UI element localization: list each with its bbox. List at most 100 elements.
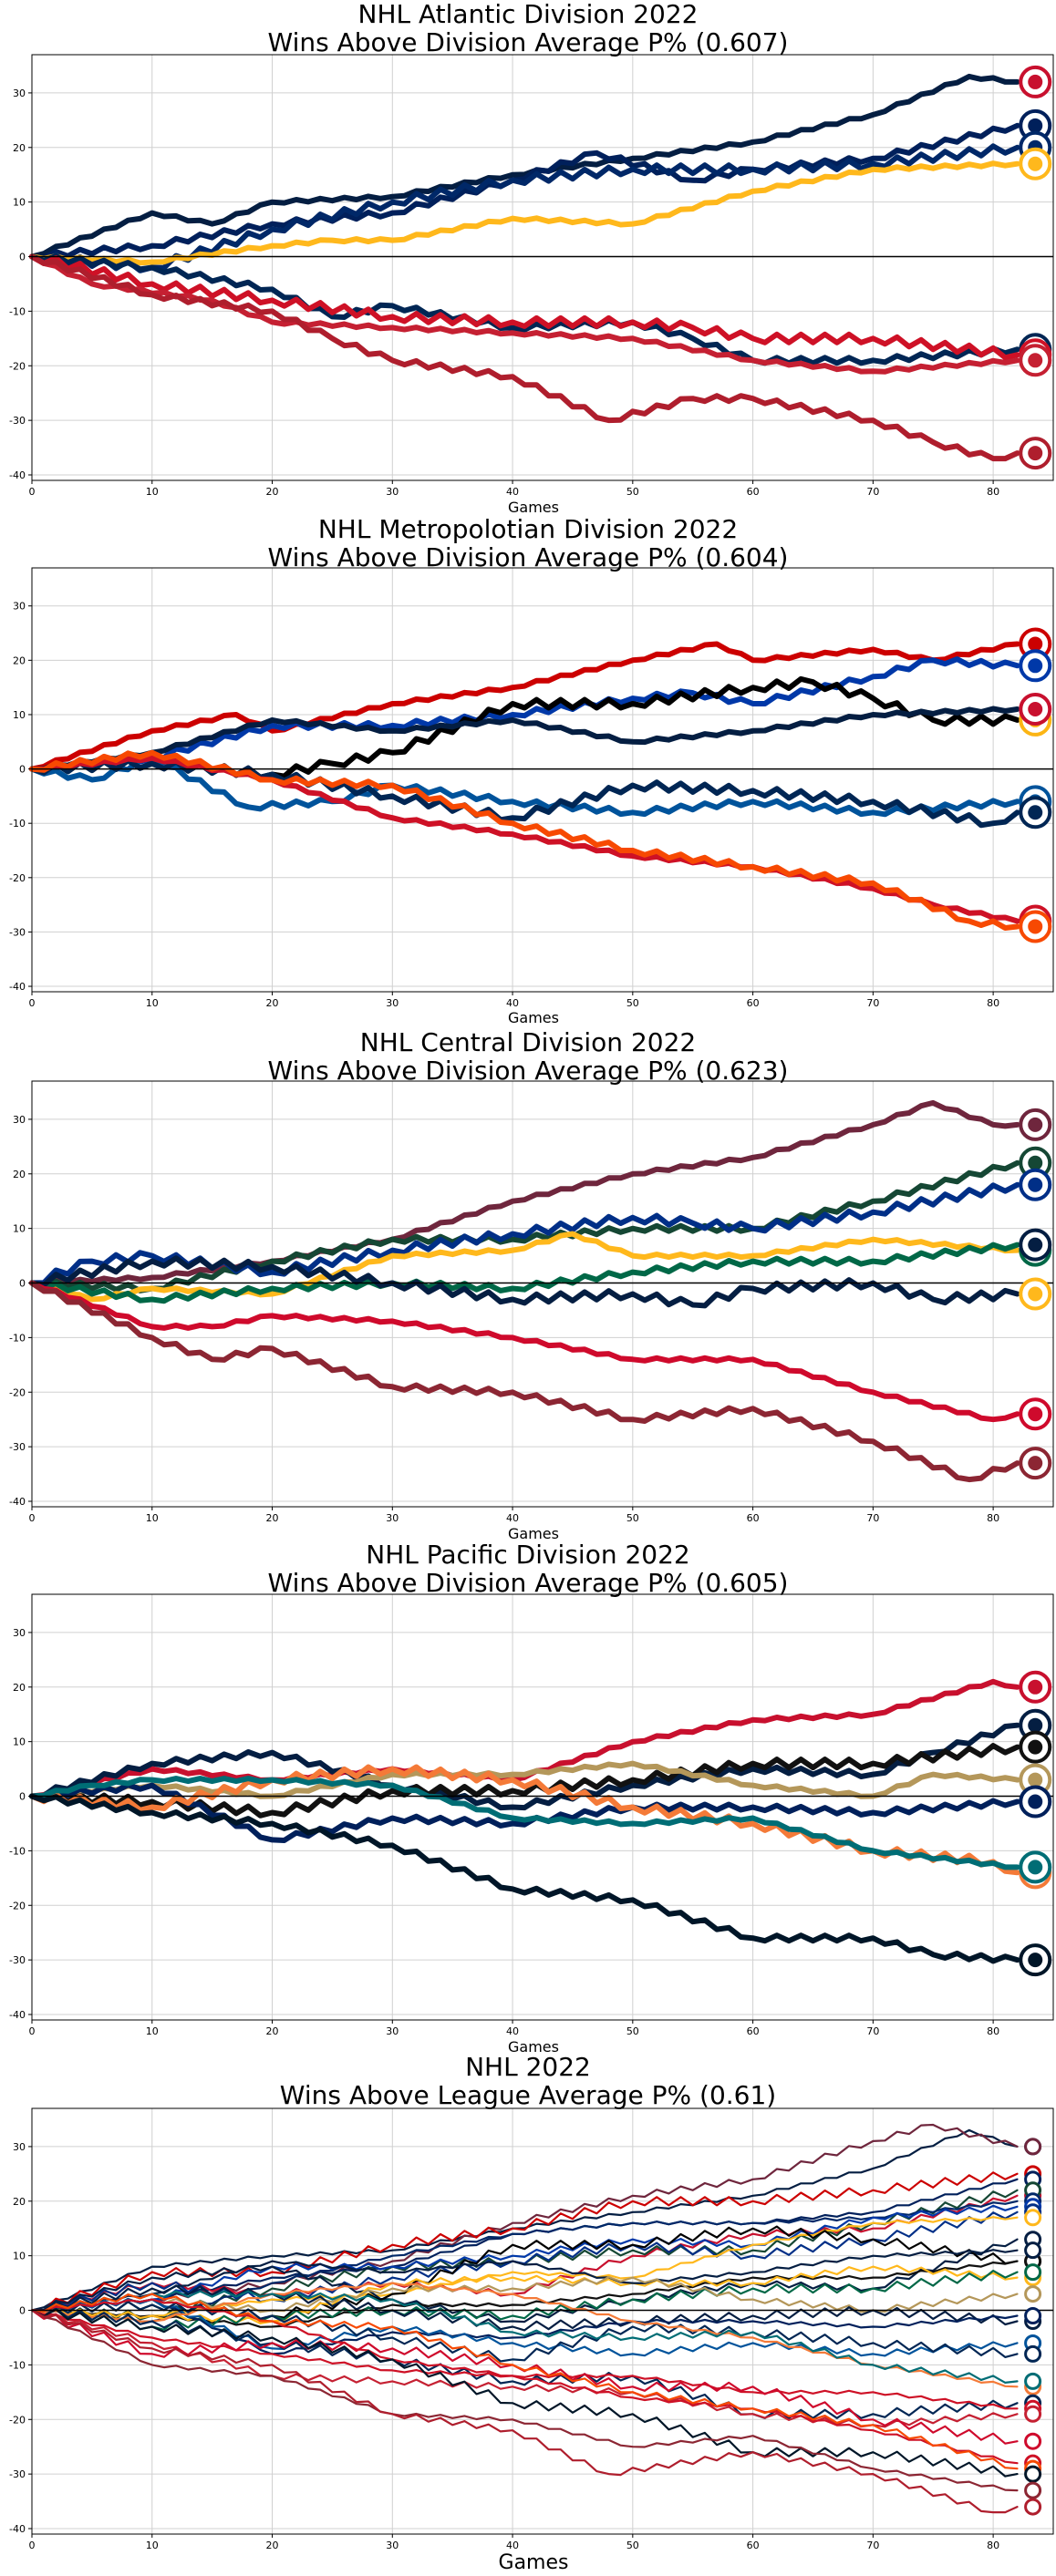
series-group	[29, 1099, 1020, 1483]
x-tick-label: 10	[146, 997, 159, 1009]
series-line	[30, 2290, 1019, 2384]
blue-jackets-logo-icon	[1019, 796, 1052, 829]
x-tick-label: 60	[747, 486, 760, 498]
y-tick-label: -10	[9, 1332, 26, 1344]
team-logo-icon	[1024, 2344, 1042, 2363]
x-axis-label: Games	[508, 2038, 559, 2056]
series-line	[29, 749, 1020, 931]
team-logo-icon	[1024, 2481, 1042, 2499]
y-tick-label: -10	[9, 1845, 26, 1857]
team-logo-icon	[1024, 2465, 1042, 2483]
series-line	[29, 1242, 1020, 1304]
chart-title-line: NHL Atlantic Division 2022	[357, 0, 699, 29]
y-tick-label: -10	[9, 305, 26, 317]
chart-title: NHL Atlantic Division 2022 Wins Above Div…	[0, 0, 1056, 57]
capitals-logo-icon	[1019, 693, 1052, 726]
y-tick-label: 0	[19, 1278, 26, 1290]
series-line	[29, 755, 1020, 924]
chart-title: NHL Central Division 2022 Wins Above Divi…	[0, 1028, 1056, 1085]
y-tick-label: -40	[9, 2523, 26, 2535]
x-tick-label: 40	[506, 2025, 519, 2037]
x-tick-label: 40	[506, 2540, 519, 2551]
canucks-logo-icon	[1019, 1785, 1052, 1819]
series-line	[29, 122, 1020, 262]
x-tick-label: 0	[29, 1512, 36, 1524]
x-tick-label: 80	[987, 2025, 999, 2037]
series-line	[30, 2270, 1019, 2331]
x-tick-label: 40	[506, 486, 519, 498]
senators-logo-icon	[1019, 344, 1052, 377]
y-tick-label: -30	[9, 2468, 26, 2480]
series-line	[30, 2298, 1019, 2465]
x-tick-label: 50	[626, 1512, 639, 1524]
chart-subtitle-line: Wins Above League Average P% (0.61)	[279, 2080, 777, 2110]
x-tick-label: 30	[386, 486, 399, 498]
y-tick-label: 30	[13, 88, 26, 99]
y-tick-label: 10	[13, 709, 26, 721]
x-tick-label: 10	[146, 2540, 159, 2551]
series-line	[30, 2293, 1019, 2470]
grid	[31, 1081, 1053, 1507]
series-line	[29, 253, 1020, 361]
y-tick-label: -10	[9, 818, 26, 829]
series-line	[29, 143, 1020, 273]
x-tick-label: 80	[987, 2540, 999, 2551]
series-line	[29, 641, 1020, 772]
y-tick-label: 0	[19, 764, 26, 776]
x-tick-label: 70	[866, 1512, 879, 1524]
x-axis-label: Games	[508, 499, 559, 516]
x-tick-label: 0	[29, 486, 36, 498]
x-tick-label: 30	[386, 2540, 399, 2551]
chart-title: NHL 2022 Wins Above League Average P% (0.…	[0, 2053, 1056, 2109]
y-tick-label: 30	[13, 601, 26, 613]
panthers-logo-icon	[1019, 65, 1052, 98]
series-line	[30, 2249, 1019, 2312]
line-chart: 0 10 20 30 40 50 60 70 80 -40 -30 -20 -10 0 10 20 30 Game…	[9, 54, 1054, 516]
sharks-logo-icon	[1019, 1850, 1052, 1884]
axes-frame	[31, 2107, 1054, 2535]
series-line	[29, 73, 1020, 260]
team-logo-icon	[1024, 2285, 1042, 2303]
team-logo-icon	[1024, 2263, 1042, 2282]
x-tick-label: 30	[386, 997, 399, 1009]
y-tick-label: -20	[9, 872, 26, 884]
y-tick-label: 20	[13, 1682, 26, 1694]
jets-logo-icon	[1019, 1228, 1052, 1262]
canadiens-logo-icon	[1019, 437, 1052, 470]
x-tick-label: 0	[29, 997, 36, 1009]
chart-title-line: NHL 2022	[465, 2052, 591, 2082]
y-tick-label: -10	[9, 2359, 26, 2371]
x-axis-label: Games	[499, 2551, 569, 2574]
x-tick-label: 70	[866, 2025, 879, 2037]
y-tick-label: 30	[13, 1627, 26, 1639]
x-axis-label: Games	[508, 1009, 559, 1026]
series-line	[30, 2171, 1019, 2312]
series-group	[29, 1678, 1020, 1964]
x-tick-label: 20	[266, 2540, 279, 2551]
series-line	[30, 2204, 1019, 2313]
y-tick-label: 10	[13, 1736, 26, 1748]
axes-frame	[31, 1593, 1054, 2021]
x-tick-label: 10	[146, 486, 159, 498]
line-chart: 0 10 20 30 40 50 60 70 80 -40 -30 -20 -10 0 10 20 30 Game…	[9, 2107, 1054, 2574]
x-tick-label: 80	[987, 1512, 999, 1524]
y-tick-label: -30	[9, 1954, 26, 1966]
kings-logo-icon	[1019, 1730, 1052, 1764]
blackhawks-logo-icon	[1019, 1397, 1052, 1431]
y-tick-label: 20	[13, 1169, 26, 1180]
y-tick-label: -30	[9, 1441, 26, 1453]
x-tick-label: 60	[747, 2540, 760, 2551]
series-line	[29, 656, 1020, 774]
y-tick-label: -40	[9, 2009, 26, 2021]
series-line	[30, 2216, 1019, 2318]
y-tick-label: -30	[9, 926, 26, 938]
series-line	[29, 1793, 1020, 1964]
series-group	[29, 73, 1020, 462]
series-line	[29, 706, 1020, 772]
x-tick-label: 20	[266, 1512, 279, 1524]
x-tick-label: 10	[146, 2025, 159, 2037]
x-tick-label: 70	[866, 486, 879, 498]
x-tick-label: 30	[386, 1512, 399, 1524]
team-logos	[1019, 627, 1052, 943]
x-tick-label: 50	[626, 2540, 639, 2551]
